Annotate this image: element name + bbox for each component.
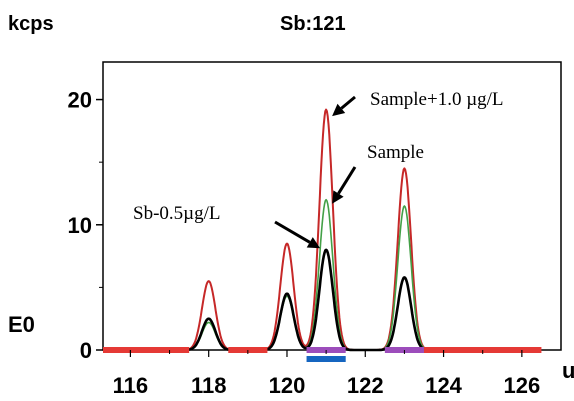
x-tick-label: 122 — [347, 373, 384, 398]
x-tick-label: 126 — [503, 373, 540, 398]
annotation-arrow — [337, 166, 357, 195]
x-tick-label: 118 — [191, 373, 227, 398]
arrow-head-icon — [306, 237, 321, 249]
annotation-arrow — [274, 220, 311, 244]
x-tick-label: 116 — [113, 373, 149, 398]
arrow-head-icon — [332, 190, 344, 204]
x-tick-label: 124 — [425, 373, 462, 398]
baseline-label: E0 — [8, 312, 35, 337]
y-tick-label: 20 — [68, 88, 92, 113]
y-tick-label: 0 — [80, 338, 92, 363]
x-unit-label: u — [562, 358, 574, 383]
y-unit-label: kcps — [8, 13, 54, 35]
baseline-segments — [103, 347, 542, 362]
series-line — [184, 248, 433, 352]
chart-title: Sb:121 — [280, 13, 346, 35]
annotation-label: Sb-0.5µg/L — [133, 203, 220, 224]
x-axis: 116 118 120 122 124 126 — [113, 350, 540, 398]
series-layer — [184, 108, 433, 352]
y-axis: 0 10 20 — [68, 88, 103, 363]
annotation-label: Sample+1.0 µg/L — [370, 89, 504, 110]
y-tick-label: 10 — [68, 213, 92, 238]
annotation-arrow — [340, 95, 356, 110]
x-tick-label: 120 — [269, 373, 306, 398]
arrow-head-icon — [332, 103, 346, 117]
annotations: Sample+1.0 µg/L Sample Sb-0.5µg/L — [133, 89, 504, 249]
annotation-label: Sample — [367, 142, 424, 163]
